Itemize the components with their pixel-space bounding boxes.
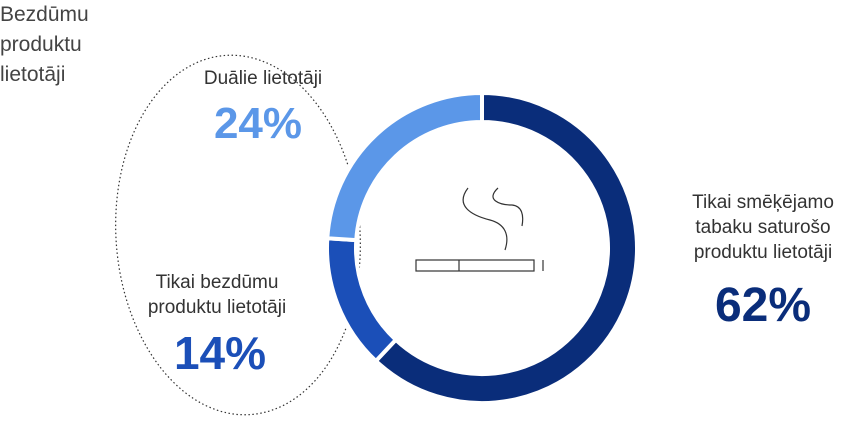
smoked-only-label: Tikai smēķējamo tabaku saturošo produktu… xyxy=(672,190,854,265)
dual-users-label: Duālie lietotāji xyxy=(168,66,358,91)
dual-users-label-line: Duālie lietotāji xyxy=(203,68,323,89)
group-title-line: lietotāji xyxy=(0,63,66,86)
smokeless-only-label-line: produktu lietotāji xyxy=(147,297,287,318)
cigarette-icon xyxy=(415,187,544,272)
group-title-line: produktu xyxy=(0,33,82,56)
smoked-only-label-line: Tikai smēķējamo xyxy=(692,192,834,213)
smoked-only-value: 62% xyxy=(714,279,812,332)
dual-users-slice xyxy=(325,90,484,243)
smoked-only-slice xyxy=(373,90,639,405)
smokeless-only-slice xyxy=(325,236,399,364)
smokeless-only-label: Tikai bezdūmu produktu lietotāji xyxy=(122,270,312,320)
smokeless-group-title: Bezdūmu produktu lietotāji xyxy=(0,0,110,90)
group-title-line: Bezdūmu xyxy=(0,3,89,26)
smoked-only-label-line: tabaku saturošo xyxy=(695,217,831,238)
smokeless-only-value: 14% xyxy=(173,327,267,379)
donut-slices xyxy=(325,90,639,405)
smokeless-only-label-line: Tikai bezdūmu xyxy=(155,272,279,293)
smoked-only-label-line: produktu lietotāji xyxy=(693,242,833,263)
dual-users-value: 24% xyxy=(213,99,303,148)
